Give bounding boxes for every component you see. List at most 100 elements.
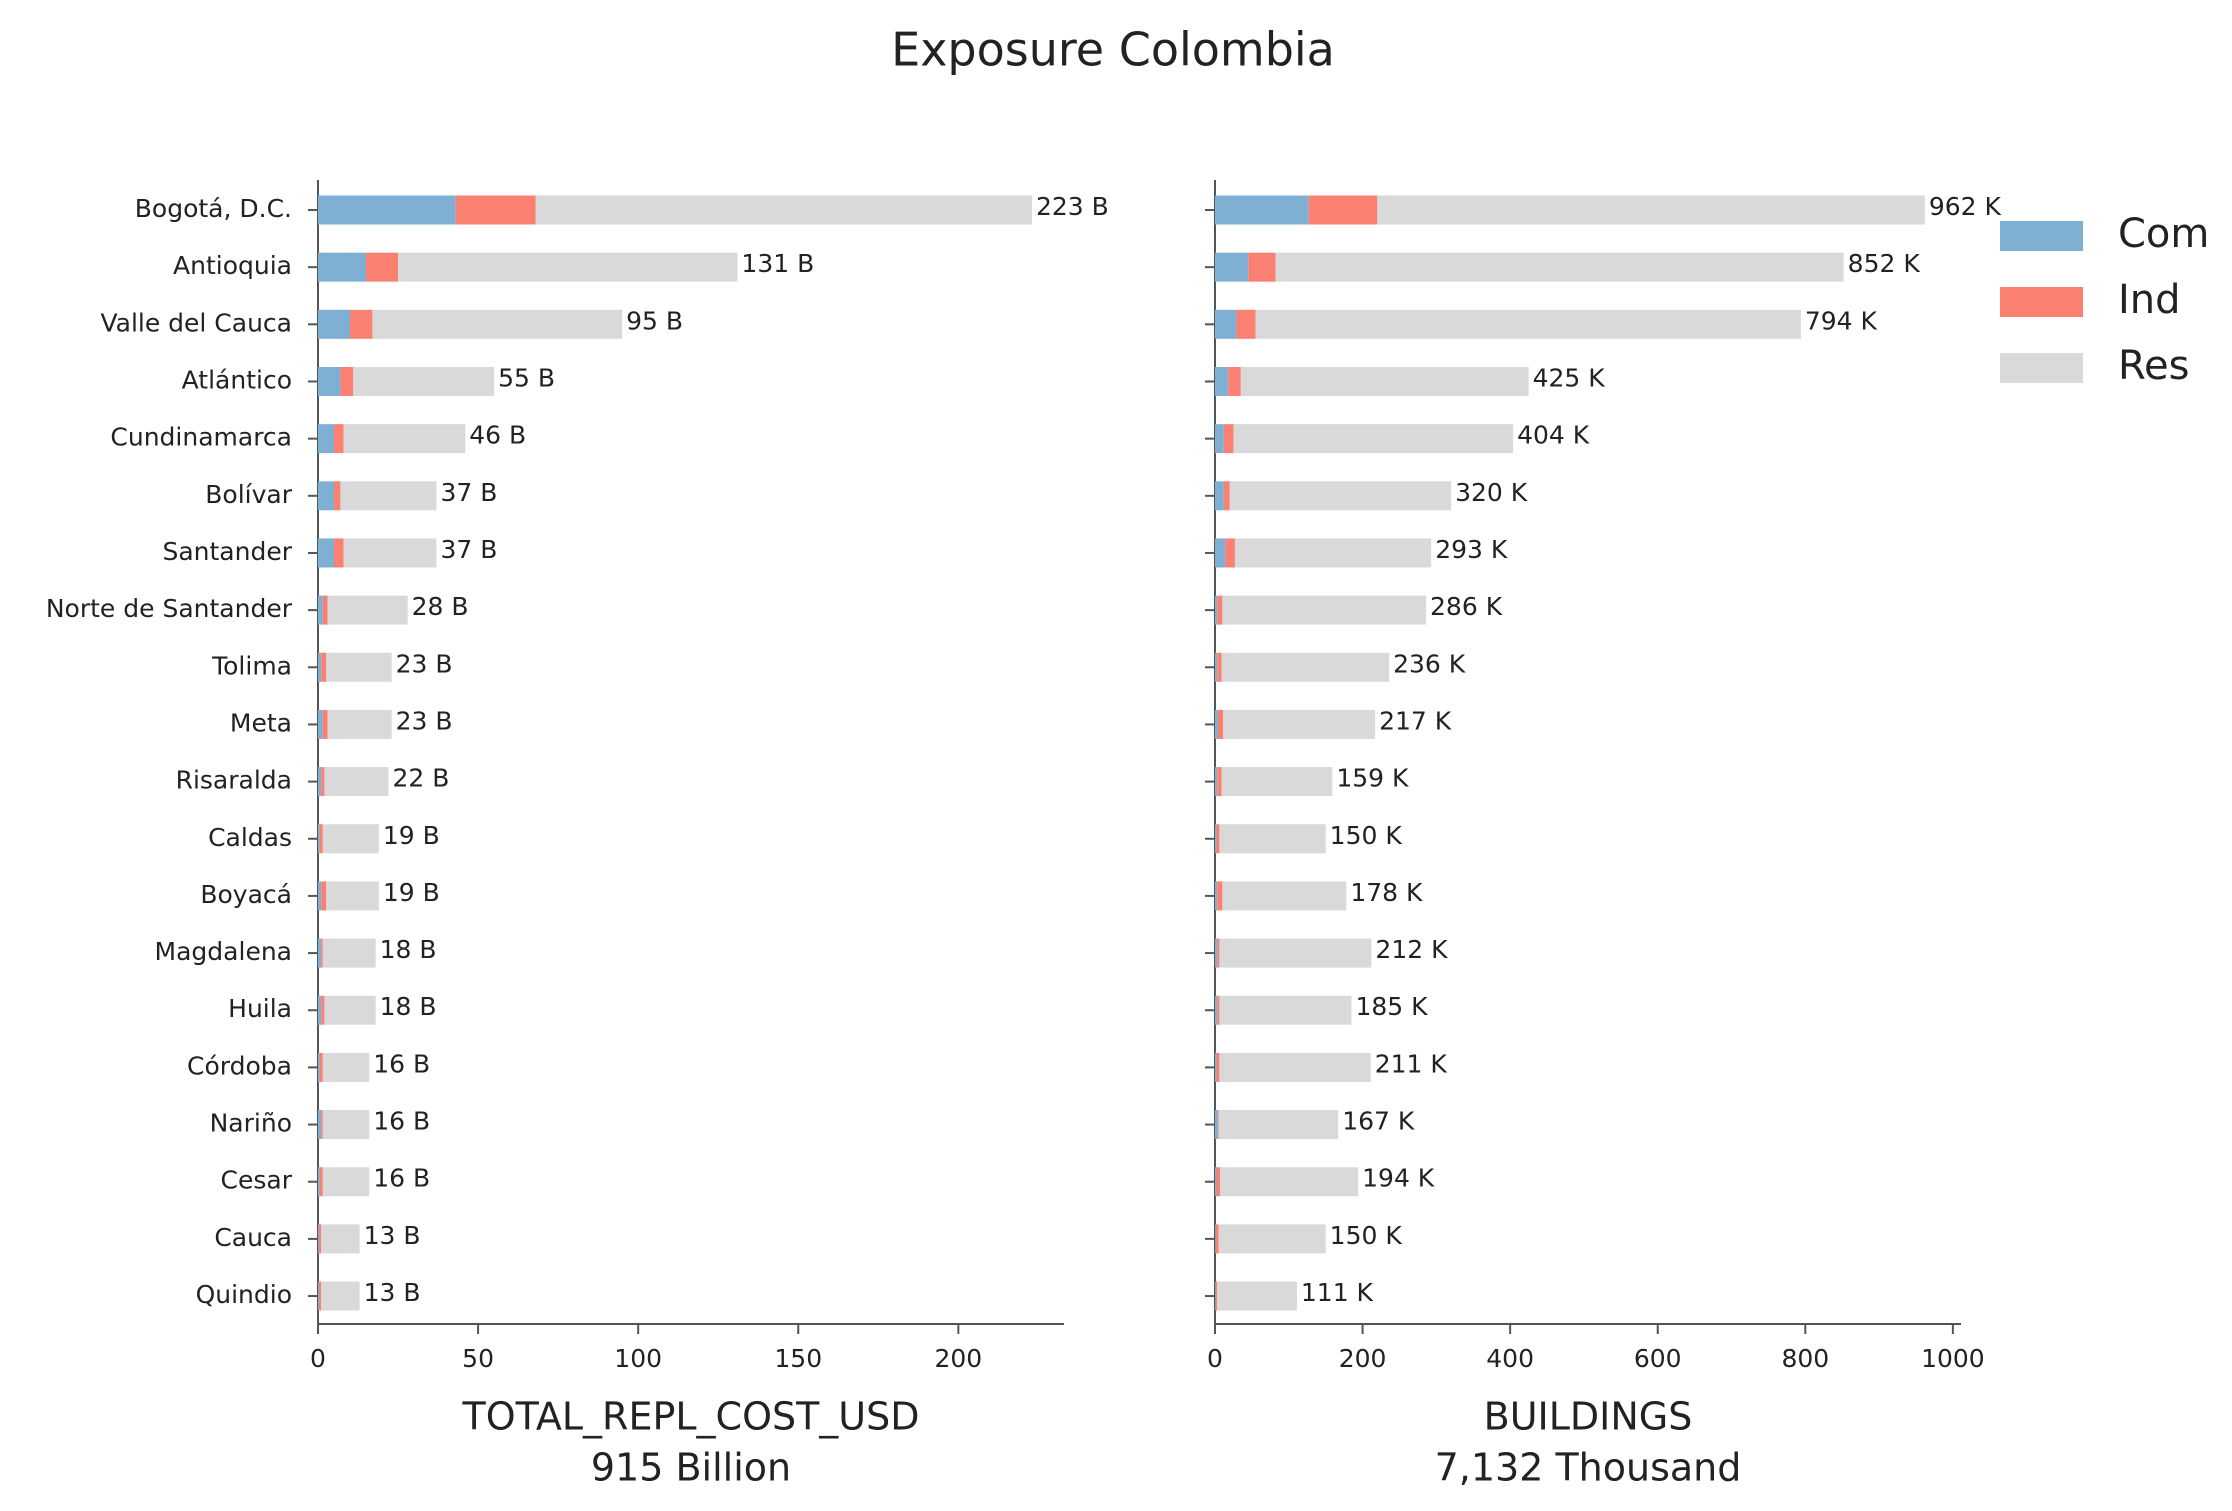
bar-segment	[321, 767, 325, 797]
total-label: 13 B	[364, 1278, 421, 1307]
x-tick-label: 600	[1634, 1344, 1682, 1373]
total-label: 962 K	[1929, 192, 2002, 221]
bar-segment	[319, 1052, 323, 1082]
total-label: 425 K	[1533, 363, 1606, 392]
bar-segment	[327, 595, 408, 625]
bar-segment	[1240, 366, 1529, 396]
x-tick-label: 400	[1486, 1344, 1534, 1373]
bar-segment	[318, 995, 322, 1025]
total-label: 185 K	[1356, 992, 1429, 1021]
bar-segment	[1215, 938, 1218, 968]
bar-segment	[1215, 424, 1224, 454]
bar-segment	[1229, 481, 1452, 511]
legend-label: Com	[2118, 211, 2209, 257]
y-tick-label: Valle del Cauca	[100, 308, 292, 337]
total-label: 852 K	[1848, 249, 1921, 278]
bar-segment	[322, 938, 376, 968]
x-tick-label: 200	[1339, 1344, 1387, 1373]
bar-segment	[1219, 824, 1326, 854]
bar-segment	[1217, 652, 1222, 682]
bar-segment	[1215, 1110, 1218, 1140]
bar-segment	[322, 1167, 370, 1197]
y-tick-label: Boyacá	[200, 880, 292, 909]
bar-segment	[318, 767, 322, 797]
bar-segment	[1275, 252, 1844, 282]
total-label: 293 K	[1435, 535, 1508, 564]
figure-title: Exposure Colombia	[891, 23, 1335, 77]
bar-segment	[1215, 1224, 1219, 1254]
bar-segment	[318, 309, 351, 339]
bar-segment	[318, 1167, 320, 1197]
bar-segment	[1225, 538, 1235, 568]
bar-segment	[1215, 195, 1309, 225]
total-label: 286 K	[1430, 592, 1503, 621]
bar-segment	[318, 1224, 319, 1254]
bar-segment	[1215, 709, 1218, 739]
bar-segment	[318, 424, 335, 454]
total-label: 95 B	[626, 306, 683, 335]
y-tick-label: Magdalena	[155, 937, 292, 966]
y-tick-label: Cesar	[221, 1166, 293, 1195]
bar-segment	[1215, 1052, 1217, 1082]
bar-segment	[1215, 309, 1237, 339]
bar-segment	[1234, 538, 1432, 568]
bar-segment	[318, 824, 320, 854]
total-label: 111 K	[1301, 1278, 1374, 1307]
total-label: 13 B	[364, 1221, 421, 1250]
bar-segment	[340, 366, 354, 396]
bar-segment	[1219, 995, 1352, 1025]
bar-segment	[318, 1224, 322, 1254]
bar-segment	[1215, 824, 1217, 854]
bar-segment	[318, 1281, 322, 1311]
bar-segment	[1215, 366, 1229, 396]
total-label: 18 B	[380, 935, 437, 964]
total-label: 16 B	[373, 1049, 430, 1078]
x-tick-label: 0	[310, 1344, 326, 1373]
bar-segment	[319, 824, 323, 854]
x-tick-label: 100	[614, 1344, 662, 1373]
bar-segment	[1236, 309, 1256, 339]
bar-segment	[343, 424, 466, 454]
bar-segment	[1217, 881, 1223, 911]
bar-segment	[318, 366, 341, 396]
y-tick-label: Meta	[230, 708, 292, 737]
y-tick-label: Tolima	[211, 651, 292, 680]
bar-segment	[322, 595, 328, 625]
x-tick-label: 0	[1207, 1344, 1223, 1373]
total-label: 150 K	[1330, 821, 1403, 850]
total-label: 55 B	[498, 363, 555, 392]
total-label: 217 K	[1379, 706, 1452, 735]
bar-segment	[1223, 709, 1376, 739]
y-tick-label: Bogotá, D.C.	[135, 194, 292, 223]
total-label: 37 B	[440, 535, 497, 564]
bar-segment	[1215, 767, 1218, 797]
bar-segment	[1220, 1167, 1359, 1197]
total-label: 211 K	[1375, 1049, 1448, 1078]
bar-segment	[353, 366, 495, 396]
y-tick-label: Córdoba	[187, 1051, 292, 1080]
total-label: 23 B	[396, 649, 453, 678]
legend-swatch	[2000, 353, 2083, 383]
bar-segment	[1219, 1052, 1371, 1082]
bar-segment	[318, 481, 335, 511]
total-label: 18 B	[380, 992, 437, 1021]
total-label: 236 K	[1393, 649, 1466, 678]
bar-segment	[1221, 767, 1333, 797]
bar-segment	[1215, 1281, 1216, 1311]
legend-label: Ind	[2118, 277, 2181, 323]
total-label: 131 B	[741, 249, 814, 278]
bar-segment	[1216, 1167, 1221, 1197]
bar-segment	[1223, 481, 1230, 511]
total-label: 178 K	[1350, 878, 1423, 907]
total-label: 37 B	[440, 478, 497, 507]
bar-segment	[1219, 938, 1372, 968]
bar-segment	[1217, 1110, 1219, 1140]
bar-segment	[318, 195, 456, 225]
bar-segment	[1217, 1281, 1297, 1311]
bar-segment	[321, 881, 327, 911]
y-tick-label: Risaralda	[176, 766, 292, 795]
x-tick-label: 150	[774, 1344, 822, 1373]
total-label: 404 K	[1517, 421, 1590, 450]
bar-segment	[1223, 424, 1234, 454]
